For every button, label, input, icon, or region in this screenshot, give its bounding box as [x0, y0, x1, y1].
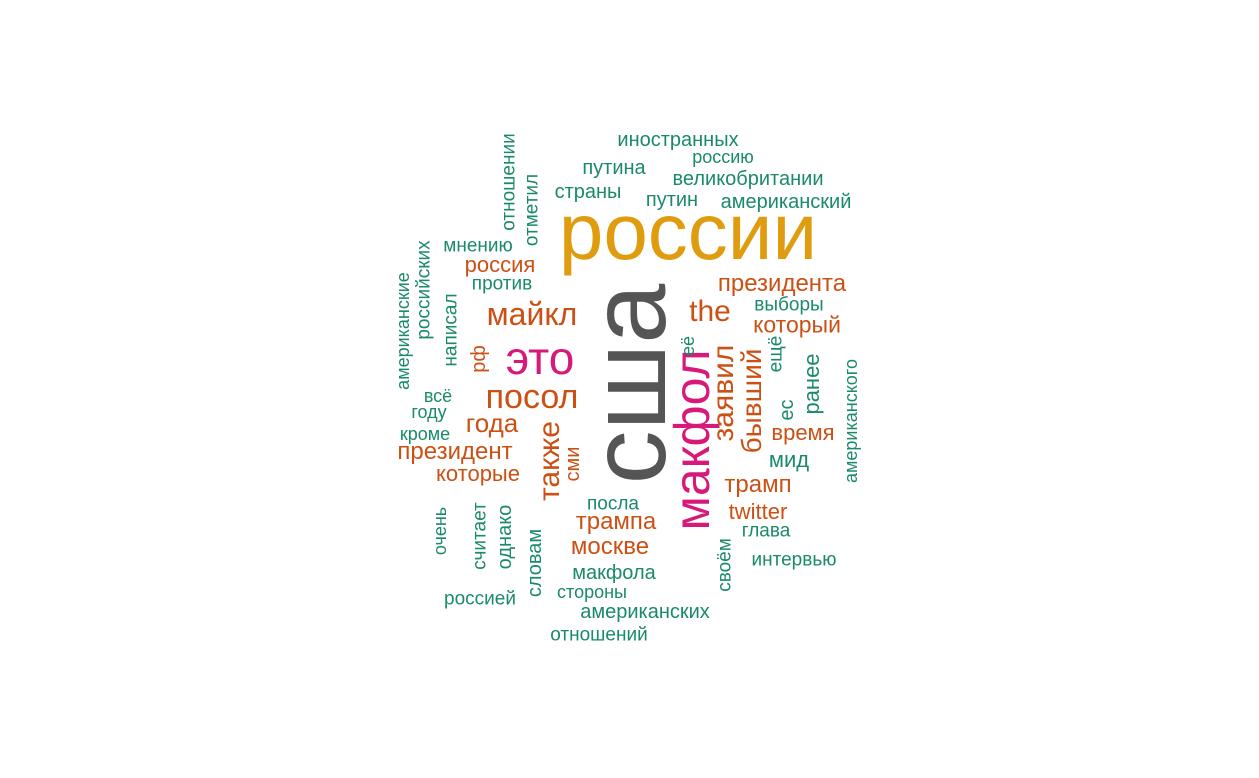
word-заявил: заявил	[707, 344, 740, 442]
word-twitter: twitter	[728, 499, 788, 524]
word-однако: однако	[494, 504, 516, 570]
word-сми: сми	[562, 446, 584, 482]
word-трампа: трампа	[575, 508, 657, 535]
word-ранее: ранее	[799, 353, 824, 415]
word-американский: американский	[720, 191, 852, 213]
word-который: который	[753, 311, 841, 338]
word-это: это	[505, 332, 575, 384]
word-против: против	[471, 273, 533, 295]
word-мид: мид	[768, 447, 810, 472]
word-время: время	[771, 420, 835, 445]
word-года: года	[465, 408, 519, 438]
word-стороны: стороны	[557, 582, 627, 602]
word-великобритании: великобритании	[672, 168, 824, 190]
word-кроме: кроме	[399, 424, 451, 444]
word-президент: президент	[397, 438, 513, 465]
word-всё: всё	[423, 386, 453, 406]
word-выборы: выборы	[754, 294, 824, 316]
word-которые: которые	[436, 461, 520, 486]
word-отметил: отметил	[521, 173, 543, 247]
word-иностранных: иностранных	[617, 129, 739, 151]
word-американского: американского	[841, 359, 861, 483]
word-считает: считает	[469, 502, 491, 570]
word-россия: россия	[464, 252, 536, 277]
word-россии: россии	[558, 187, 818, 276]
word-бывший: бывший	[736, 348, 767, 454]
word-американские: американские	[393, 272, 413, 390]
word-написал: написал	[440, 293, 462, 367]
word-майкл: майкл	[486, 296, 578, 332]
word-мнению: мнению	[443, 235, 513, 257]
word-россией: россией	[444, 588, 516, 610]
word-посла: посла	[586, 493, 640, 515]
word-отношении: отношении	[498, 133, 520, 231]
word-the: the	[689, 295, 731, 328]
word-президента: президента	[717, 270, 847, 297]
word-очень: очень	[430, 506, 450, 556]
word-трамп: трамп	[724, 471, 792, 498]
word-отношений: отношений	[550, 624, 648, 646]
word-посол: посол	[485, 378, 579, 416]
word-москве: москве	[570, 533, 650, 560]
word-ес: ес	[776, 399, 798, 421]
word-словам: словам	[524, 528, 546, 598]
word-путин: путин	[645, 189, 699, 211]
word-году: году	[411, 402, 447, 422]
word-рф: рф	[468, 345, 490, 373]
word-путина: путина	[582, 157, 646, 179]
word-американских: американских	[580, 601, 710, 623]
word-россию: россию	[692, 147, 754, 167]
word-её: её	[678, 335, 698, 357]
word-своём: своём	[714, 538, 736, 592]
word-глава: глава	[741, 520, 791, 542]
word-российских: российских	[413, 240, 435, 340]
word-ещё: ещё	[765, 335, 787, 373]
word-интервью: интервью	[751, 549, 837, 571]
word-страны: страны	[554, 181, 622, 203]
word-также: также	[533, 421, 566, 501]
word-макфола: макфола	[572, 562, 656, 584]
